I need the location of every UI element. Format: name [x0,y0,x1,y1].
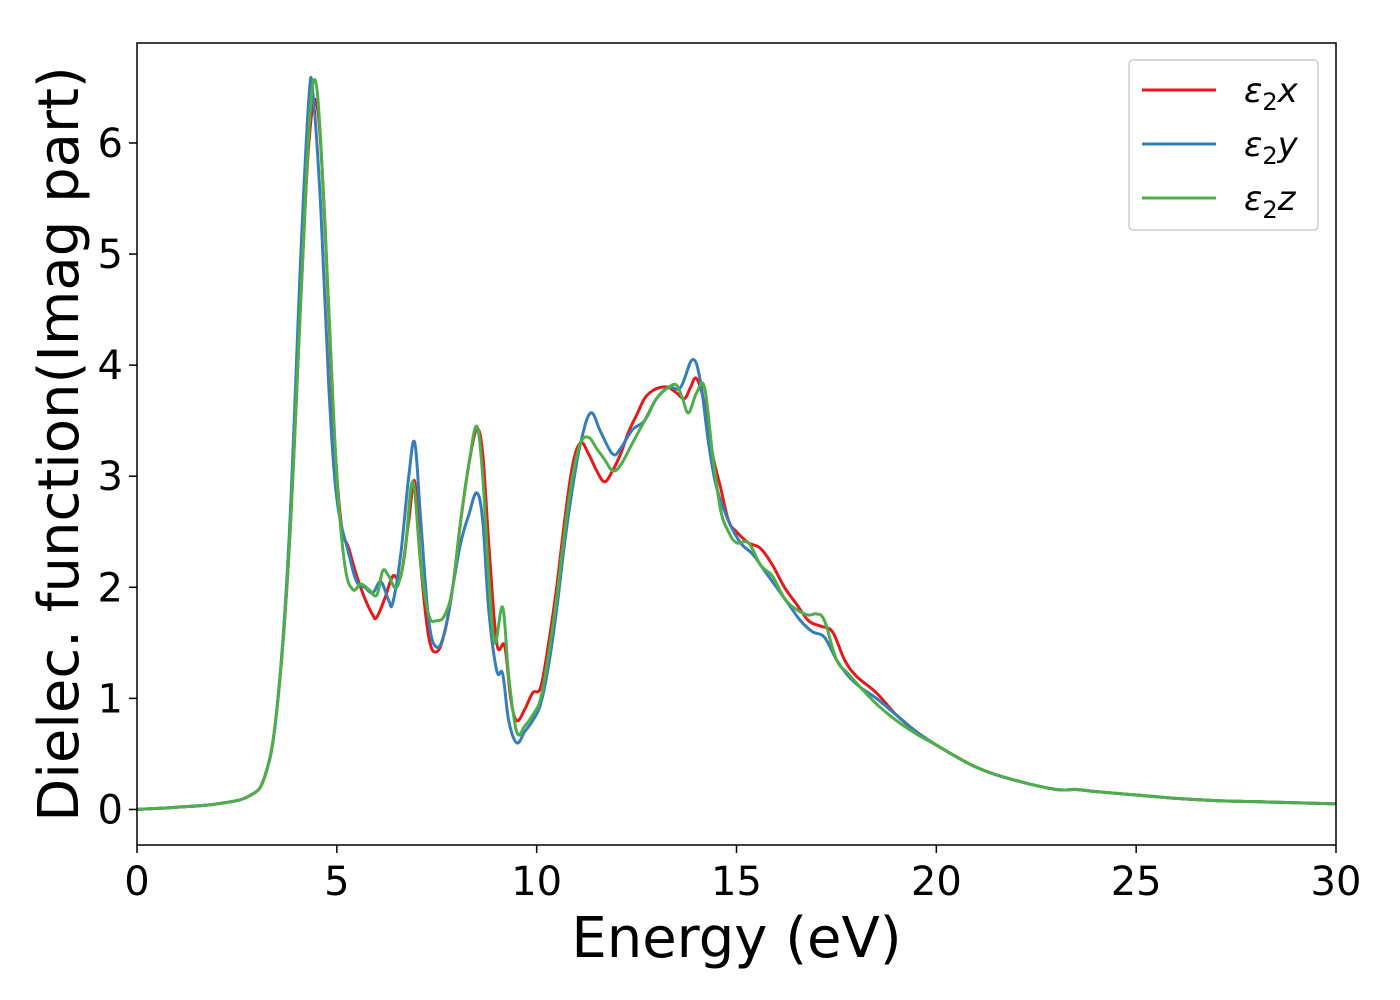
x-axis-label: Energy (eV) [571,906,901,971]
x-tick-label: 25 [1111,859,1162,905]
x-tick-label: 5 [324,859,349,905]
x-tick-label: 15 [711,859,762,905]
y-tick-label: 0 [98,787,123,833]
y-tick-label: 5 [98,232,123,278]
legend-label-e2y: ε2y [1244,125,1299,170]
x-tick-label: 0 [124,859,149,905]
y-tick-label: 1 [98,676,123,722]
y-tick-label: 2 [98,565,123,611]
series-lines [136,75,1337,811]
y-tick-label: 6 [98,121,123,167]
y-tick-label: 3 [98,454,123,500]
x-tick-label: 20 [911,859,962,905]
legend: ε2x ε2y ε2z [1128,59,1319,231]
legend-entries: ε2x ε2y ε2z [1142,71,1299,224]
x-tick-label: 10 [511,859,562,905]
legend-label-e2x: ε2x [1244,71,1299,116]
x-tick-label: 30 [1311,859,1362,905]
legend-label-e2z: ε2z [1244,179,1297,224]
axis-ticks: 0 5 10 15 20 25 30 0 1 2 3 4 5 6 [98,121,1362,905]
y-tick-label: 4 [98,343,123,389]
y-axis-label: Dielec. function(Imag part) [27,66,92,822]
legend-box [1128,59,1319,231]
series-line-e2z [136,78,1337,811]
